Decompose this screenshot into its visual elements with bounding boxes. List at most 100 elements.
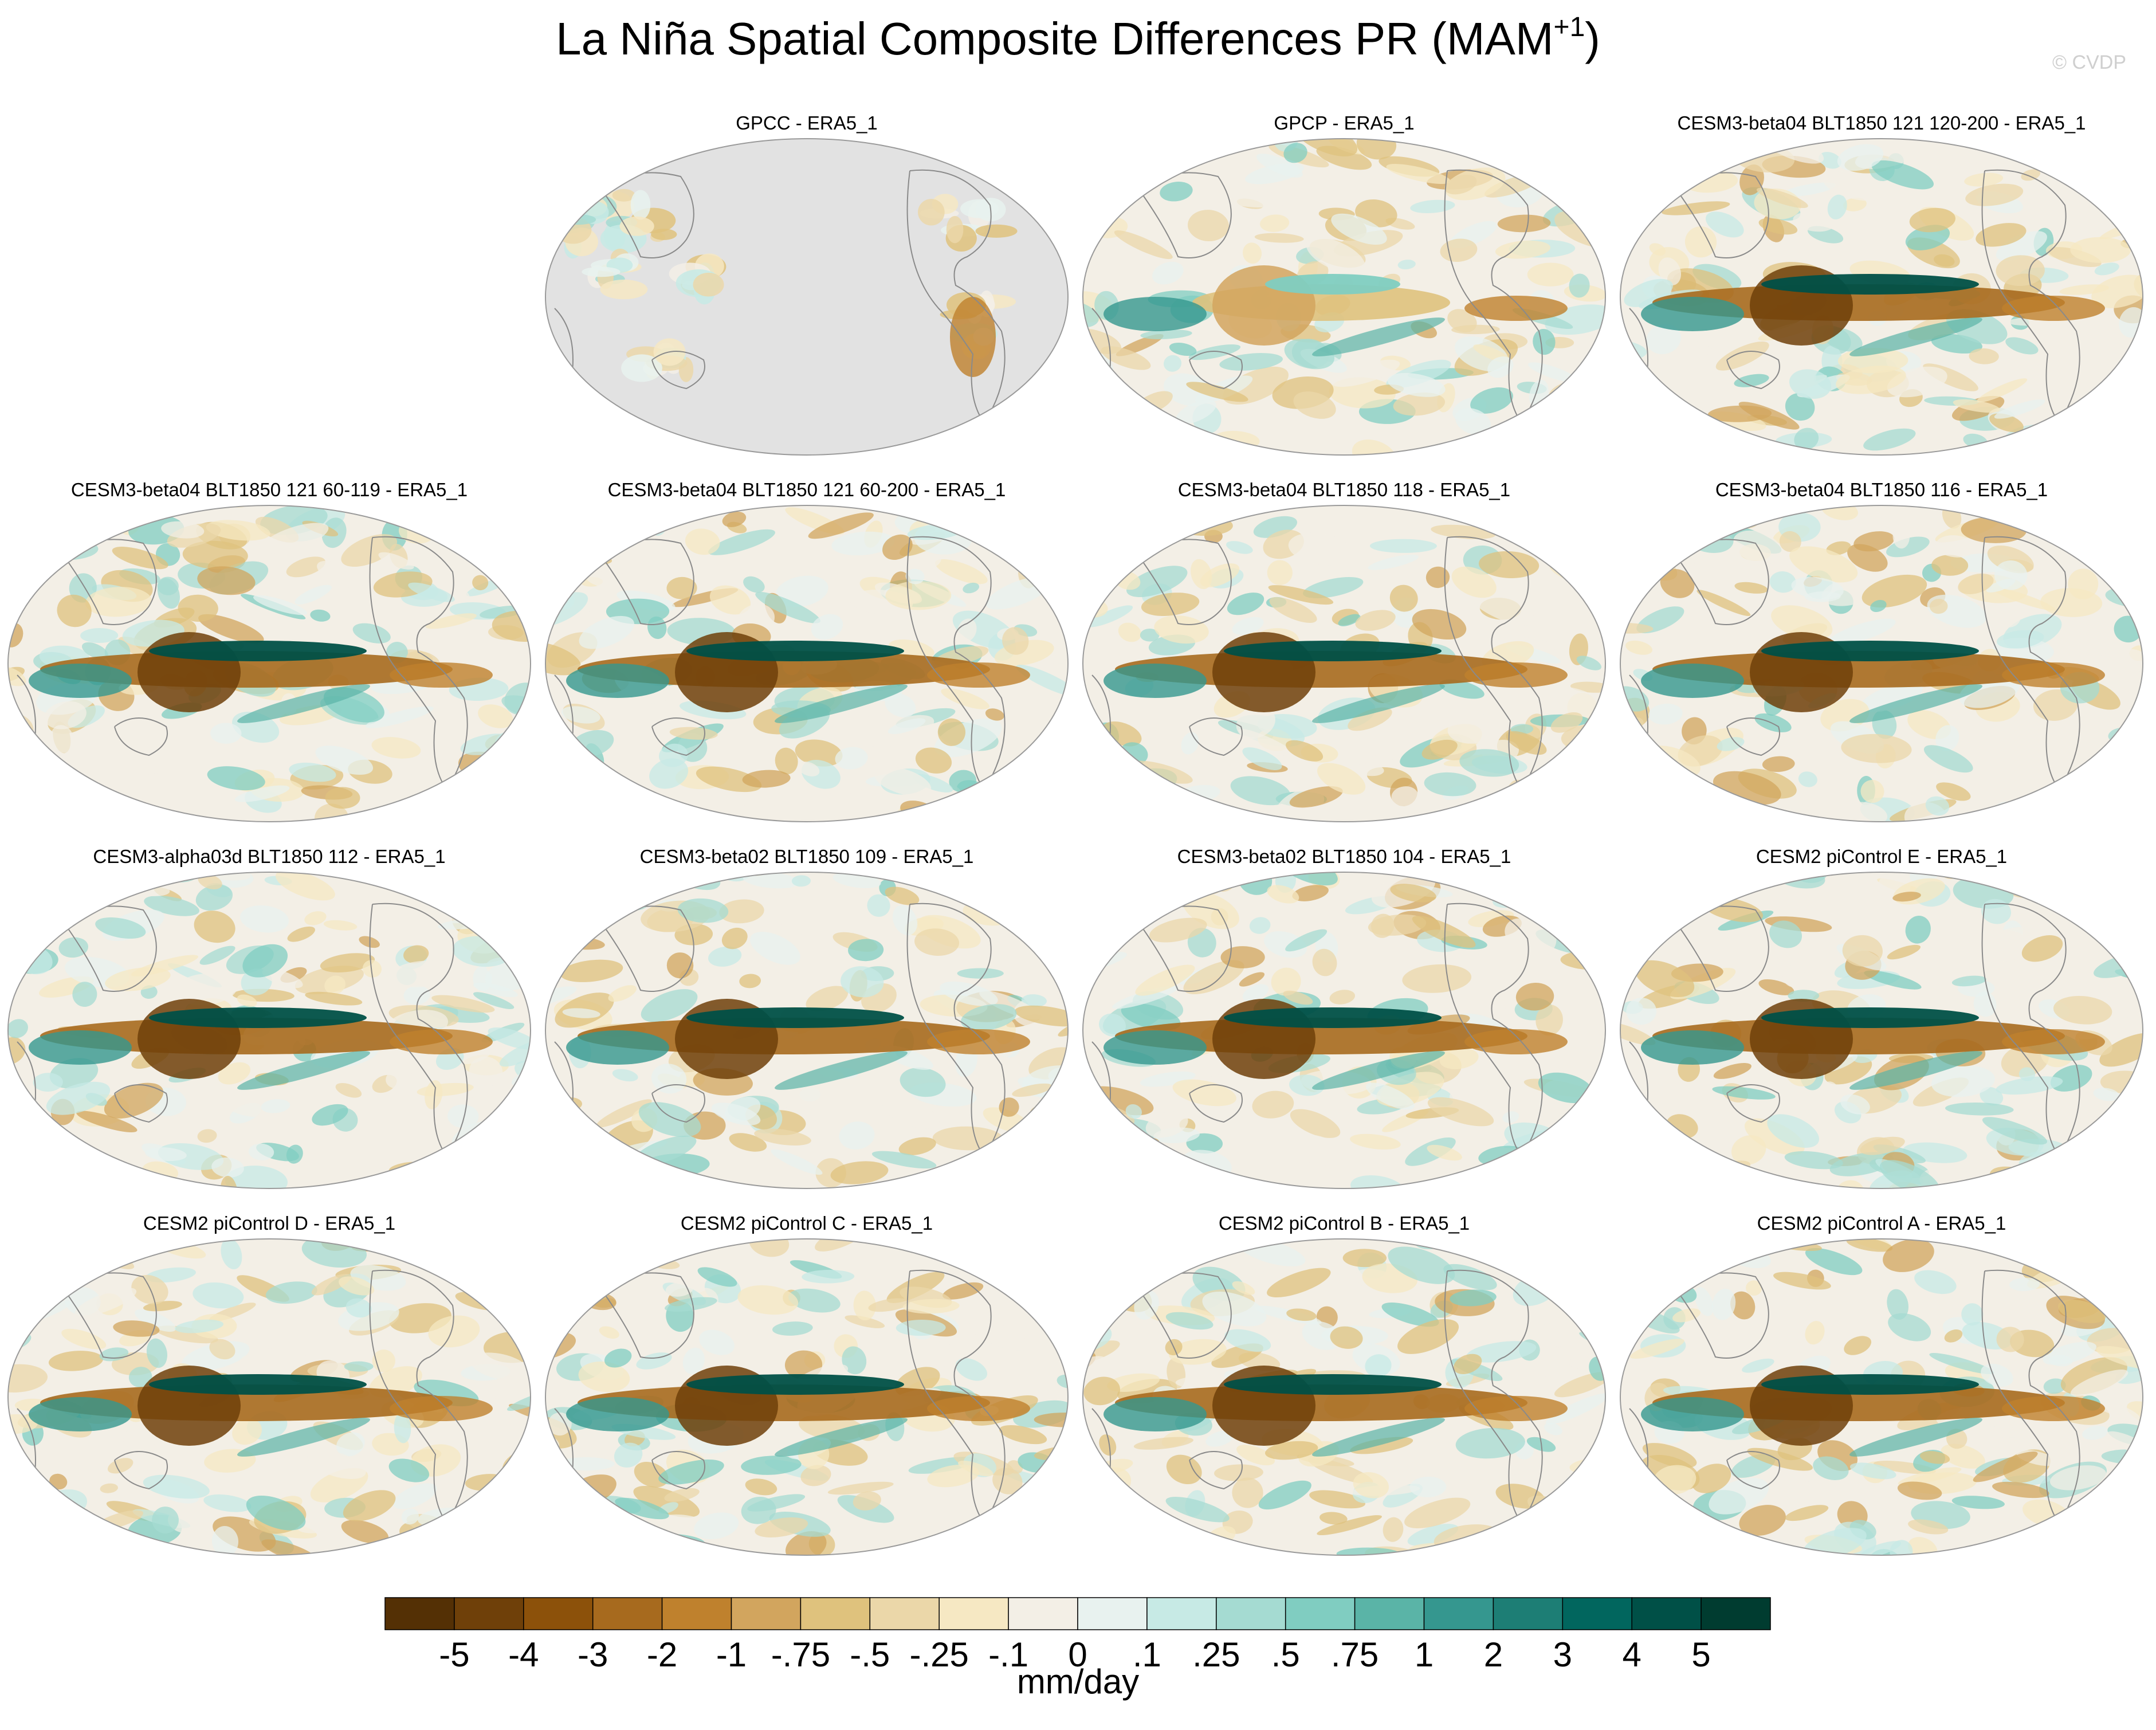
anomaly-blob (1220, 946, 1265, 968)
anomaly-blob (289, 762, 336, 782)
colorbar-tick-label: 5 (1691, 1635, 1710, 1674)
anomaly-blob (1338, 614, 1361, 626)
anomaly-blob (1717, 737, 1745, 751)
anomaly-blob (1105, 505, 1173, 515)
coastline (1726, 351, 1780, 390)
anomaly-blob (426, 805, 490, 822)
anomaly-blob (791, 875, 811, 887)
anomaly-blob (754, 1128, 811, 1146)
anomaly-blob (853, 1491, 881, 1511)
anomaly-blob (665, 1297, 717, 1312)
indian-wet (1641, 297, 1744, 331)
anomaly-blob (1929, 1353, 1994, 1375)
anomaly-blob (579, 615, 635, 649)
anomaly-blob (553, 1160, 607, 1187)
anomaly-blob (1142, 825, 1166, 851)
anomaly-blob (486, 1552, 514, 1555)
anomaly-blob (492, 610, 531, 642)
anomaly-blob (1240, 451, 1271, 455)
anomaly-blob (1425, 566, 1450, 589)
anomaly-blob (2037, 1162, 2101, 1187)
coastline (1675, 539, 1769, 625)
anomaly-blob (1620, 160, 1660, 188)
colorbar-swatch (1285, 1597, 1356, 1630)
anomaly-blob (1083, 1511, 1137, 1532)
coastline (114, 717, 168, 756)
anomaly-blob (1767, 1114, 1820, 1148)
anomaly-blob (408, 582, 455, 602)
anomaly-blob (769, 924, 812, 935)
anomaly-blob (1791, 576, 1844, 600)
anomaly-blob (1742, 1358, 1774, 1373)
anomaly-blob (92, 1199, 124, 1216)
anomaly-blob (480, 1507, 531, 1530)
anomaly-blob (1570, 505, 1605, 528)
anomaly-blob (85, 587, 152, 617)
anomaly-blob (76, 1111, 138, 1132)
anomaly-blob (325, 787, 360, 809)
anomaly-blob (1268, 585, 1334, 605)
anomaly-blob (1239, 972, 1265, 987)
anomaly-blob (674, 1544, 709, 1555)
anomaly-blob (1350, 1437, 1413, 1454)
coastline (1444, 169, 1543, 424)
anomaly-blob (1785, 393, 1815, 421)
anomaly-blob (2105, 1256, 2127, 1278)
anomaly-blob (1793, 212, 1835, 232)
coastline (1981, 903, 2080, 1158)
anomaly-blob (566, 1519, 635, 1546)
anomaly-blob (1292, 885, 1329, 901)
colorbar-tick-label: -1 (716, 1635, 747, 1674)
anomaly-blob (447, 1104, 479, 1128)
anomaly-blob (1150, 817, 1221, 822)
anomaly-blob (775, 747, 798, 775)
anomaly-blob (1624, 278, 1673, 307)
anomaly-blob (1066, 968, 1089, 988)
anomaly-blob (963, 582, 980, 594)
anomaly-blob (1941, 1443, 1985, 1469)
anomaly-blob (323, 920, 358, 931)
anomaly-blob (1330, 1326, 1363, 1349)
anomaly-blob (964, 1248, 1010, 1272)
anomaly-blob (1497, 214, 1551, 233)
anomaly-blob (1450, 1289, 1497, 1307)
anomaly-blob (324, 975, 346, 995)
wet-band (686, 641, 904, 661)
anomaly-blob (1102, 505, 1165, 527)
anomaly-blob (556, 1128, 605, 1149)
anomaly-blob (1739, 1505, 1786, 1536)
atlantic-dry (927, 1396, 1030, 1421)
anomaly-blob (1176, 399, 1216, 425)
anomaly-blob (1424, 772, 1476, 797)
coastline (651, 351, 705, 390)
anomaly-blob (1923, 745, 1973, 773)
atlantic-dry (390, 1029, 493, 1054)
anomaly-blob (1696, 1191, 1734, 1214)
anomaly-blob (1620, 1040, 1635, 1062)
coastline (1726, 1451, 1780, 1490)
anomaly-blob (940, 981, 998, 1006)
anomaly-blob (2098, 809, 2137, 822)
anomaly-blob (1329, 990, 1356, 1005)
anomaly-blob (871, 1151, 937, 1169)
coastline (1444, 1269, 1543, 1524)
anomaly-blob (1679, 880, 1700, 897)
anomaly-blob (1122, 482, 1150, 503)
anomaly-blob (1544, 147, 1572, 162)
map-panel: GPCC - ERA5_1 (545, 112, 1069, 456)
anomaly-blob (1951, 975, 1986, 987)
anomaly-blob (1635, 960, 1695, 998)
anomaly-blob (955, 1358, 988, 1381)
anomaly-blob (580, 1170, 638, 1188)
anomaly-blob (1252, 1090, 1294, 1119)
map-panel: CESM3-beta04 BLT1850 121 60-200 - ERA5_1 (545, 479, 1069, 822)
anomaly-blob (1114, 1202, 1183, 1253)
anomaly-blob (1616, 371, 1650, 389)
anomaly-blob (1837, 144, 1884, 171)
coastline (369, 536, 468, 791)
anomaly-blob (1526, 505, 1549, 508)
map-field (545, 872, 1089, 1188)
coastline (114, 1451, 168, 1490)
anomaly-blob (898, 1137, 936, 1156)
anomaly-blob (885, 886, 920, 905)
